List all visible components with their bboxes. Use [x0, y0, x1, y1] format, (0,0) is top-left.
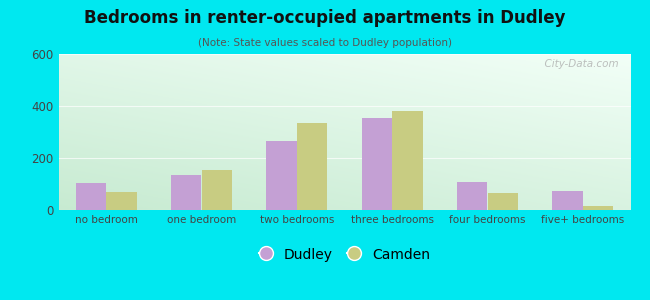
Bar [457, 182, 488, 210]
Bar [171, 175, 202, 210]
Bar [106, 192, 136, 210]
Bar [552, 191, 583, 210]
Text: (Note: State values scaled to Dudley population): (Note: State values scaled to Dudley pop… [198, 38, 452, 47]
Bar [583, 206, 614, 210]
Bar [392, 111, 422, 210]
Text: Bedrooms in renter-occupied apartments in Dudley: Bedrooms in renter-occupied apartments i… [84, 9, 566, 27]
Bar [202, 170, 232, 210]
Bar [488, 193, 518, 210]
Legend: Dudley, Camden: Dudley, Camden [254, 241, 436, 268]
Bar [266, 141, 297, 210]
Text: City-Data.com: City-Data.com [538, 59, 619, 69]
Bar [75, 183, 106, 210]
Bar [297, 123, 328, 210]
Bar [361, 118, 392, 210]
